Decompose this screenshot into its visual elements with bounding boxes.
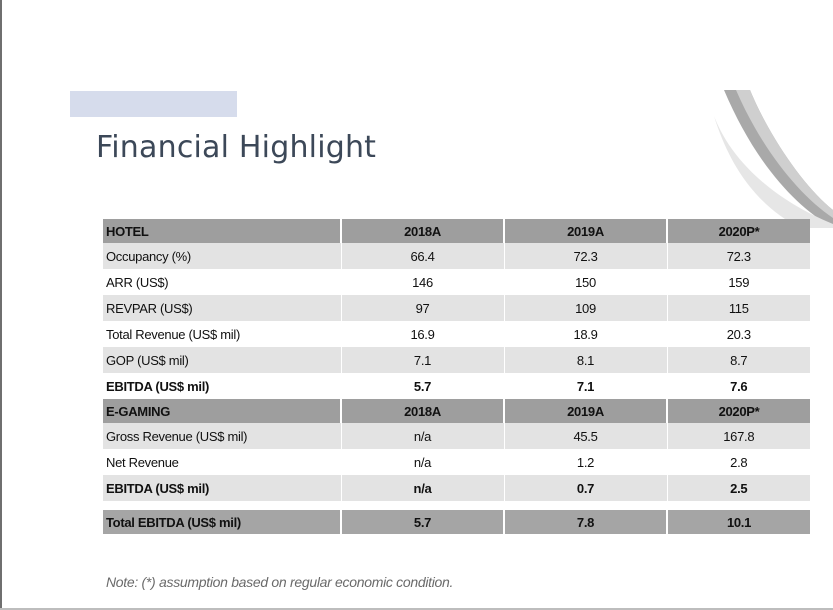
year-header: 2019A: [504, 219, 668, 243]
table-row: REVPAR (US$) 97 109 115: [103, 295, 810, 321]
table-row: Net Revenue n/a 1.2 2.8: [103, 449, 810, 475]
table-row: Gross Revenue (US$ mil) n/a 45.5 167.8: [103, 423, 810, 449]
row-value: 72.3: [504, 243, 668, 269]
row-value: 8.1: [504, 347, 668, 373]
total-value: 7.8: [504, 510, 668, 534]
title-accent-bar: [70, 91, 237, 117]
row-value: 66.4: [341, 243, 505, 269]
footnote: Note: (*) assumption based on regular ec…: [106, 574, 454, 590]
row-value: n/a: [341, 449, 505, 475]
row-value: 150: [504, 269, 668, 295]
row-value: 72.3: [667, 243, 810, 269]
row-label: Gross Revenue (US$ mil): [103, 423, 342, 449]
row-value: 1.2: [504, 449, 668, 475]
table-row: EBITDA (US$ mil) 5.7 7.1 7.6: [103, 373, 810, 399]
table-row: Total Revenue (US$ mil) 16.9 18.9 20.3: [103, 321, 810, 347]
table-row: Occupancy (%) 66.4 72.3 72.3: [103, 243, 810, 269]
row-value: 0.7: [504, 475, 668, 501]
year-header: 2020P*: [667, 219, 810, 243]
row-value: 45.5: [504, 423, 668, 449]
row-label: Occupancy (%): [103, 243, 342, 269]
slide-left-border: [0, 0, 2, 610]
row-value: 7.6: [667, 373, 810, 399]
year-header: 2020P*: [667, 399, 810, 423]
section-label: HOTEL: [103, 219, 342, 243]
section-label: E-GAMING: [103, 399, 342, 423]
row-label: Total Revenue (US$ mil): [103, 321, 342, 347]
year-header: 2018A: [341, 219, 505, 243]
row-value: 16.9: [341, 321, 505, 347]
total-row: Total EBITDA (US$ mil) 5.7 7.8 10.1: [103, 510, 810, 534]
row-value: 159: [667, 269, 810, 295]
row-value: 7.1: [341, 347, 505, 373]
row-label: GOP (US$ mil): [103, 347, 342, 373]
total-label: Total EBITDA (US$ mil): [103, 510, 342, 534]
spacer-cell: [504, 501, 668, 510]
row-value: n/a: [341, 423, 505, 449]
row-label: EBITDA (US$ mil): [103, 373, 342, 399]
slide-title: Financial Highlight: [96, 130, 377, 165]
table-row: GOP (US$ mil) 7.1 8.1 8.7: [103, 347, 810, 373]
egaming-header-row: E-GAMING 2018A 2019A 2020P*: [103, 399, 810, 423]
spacer-cell: [667, 501, 810, 510]
row-label: REVPAR (US$): [103, 295, 342, 321]
slide-bottom-border: [0, 608, 833, 610]
financial-table: HOTEL 2018A 2019A 2020P* Occupancy (%) 66.4 72…: [103, 219, 810, 534]
row-label: Net Revenue: [103, 449, 342, 475]
table-row: EBITDA (US$ mil) n/a 0.7 2.5: [103, 475, 810, 501]
row-value: 18.9: [504, 321, 668, 347]
row-value: 167.8: [667, 423, 810, 449]
row-label: EBITDA (US$ mil): [103, 475, 342, 501]
row-value: 115: [667, 295, 810, 321]
row-value: 109: [504, 295, 668, 321]
spacer-cell: [341, 501, 505, 510]
table-spacer: [103, 501, 810, 510]
row-value: 8.7: [667, 347, 810, 373]
row-value: 20.3: [667, 321, 810, 347]
spacer-cell: [103, 501, 342, 510]
decorative-swoosh: [714, 90, 833, 228]
total-value: 5.7: [341, 510, 505, 534]
total-value: 10.1: [667, 510, 810, 534]
year-header: 2018A: [341, 399, 505, 423]
hotel-header-row: HOTEL 2018A 2019A 2020P*: [103, 219, 810, 243]
row-label: ARR (US$): [103, 269, 342, 295]
year-header: 2019A: [504, 399, 668, 423]
row-value: 146: [341, 269, 505, 295]
row-value: 7.1: [504, 373, 668, 399]
row-value: n/a: [341, 475, 505, 501]
row-value: 97: [341, 295, 505, 321]
table-row: ARR (US$) 146 150 159: [103, 269, 810, 295]
row-value: 5.7: [341, 373, 505, 399]
row-value: 2.5: [667, 475, 810, 501]
row-value: 2.8: [667, 449, 810, 475]
